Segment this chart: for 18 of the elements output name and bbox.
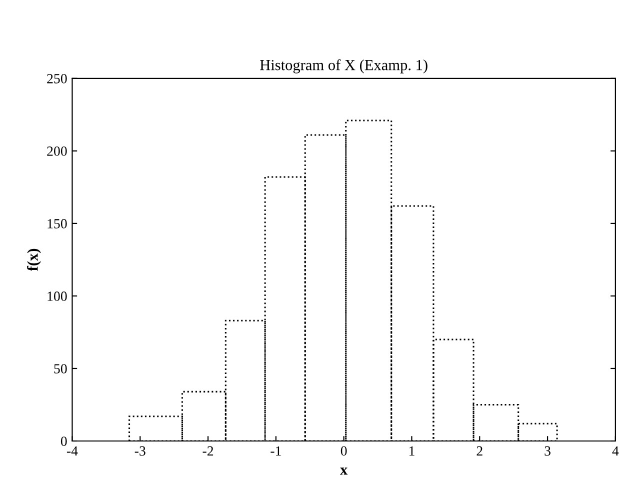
x-tick-label: 3 bbox=[544, 446, 550, 456]
y-tick-label: 100 bbox=[48, 292, 67, 301]
x-tick-label: -4 bbox=[66, 446, 78, 456]
y-tick-label: 50 bbox=[54, 364, 67, 374]
chart-title: Histogram of X (Examp. 1) bbox=[260, 59, 428, 74]
x-tick-label: 2 bbox=[476, 446, 482, 456]
y-tick-label: 0 bbox=[60, 436, 67, 446]
y-tick-label: 250 bbox=[47, 74, 67, 84]
x-tick-label: -2 bbox=[202, 446, 214, 456]
x-tick-label: 0 bbox=[340, 446, 347, 456]
x-tick-label: -3 bbox=[134, 446, 146, 456]
x-axis-title: x bbox=[340, 468, 348, 475]
x-tick-label: -1 bbox=[270, 446, 281, 456]
x-tick-label: 4 bbox=[612, 446, 619, 456]
y-tick-label: 150 bbox=[48, 219, 67, 228]
x-tick-label: 1 bbox=[409, 446, 414, 456]
y-axis-title: f(x) bbox=[26, 248, 41, 272]
y-tick-label: 200 bbox=[47, 146, 67, 156]
